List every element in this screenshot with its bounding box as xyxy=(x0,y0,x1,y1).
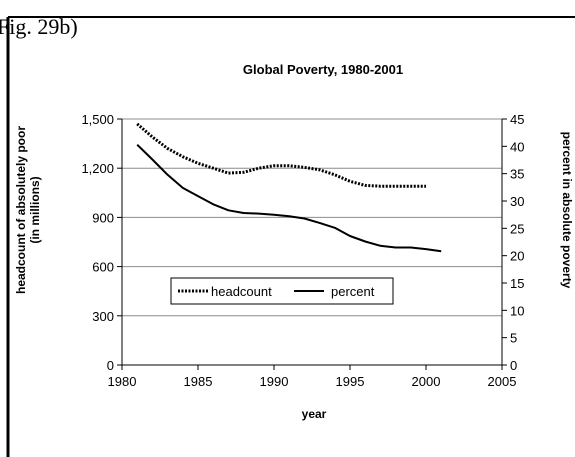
y-tick-left-label: 0 xyxy=(107,358,114,373)
y-axis-left-title-line2: (in millions) xyxy=(28,176,42,243)
y-tick-right-label: 5 xyxy=(510,331,517,346)
y-tick-right-label: 40 xyxy=(510,139,524,154)
y-tick-left-label: 300 xyxy=(92,309,114,324)
x-tick-label: 2005 xyxy=(488,374,517,389)
series-line-percent xyxy=(136,143,442,253)
y-tick-right-label: 30 xyxy=(510,194,524,209)
x-tick-label: 1980 xyxy=(108,374,137,389)
legend-label-headcount: headcount xyxy=(211,284,272,299)
figure-caption: Fig. 29b) xyxy=(0,14,78,39)
y-axis-left-title: headcount of absolutely poor (in million… xyxy=(14,126,42,294)
chart-title: Global Poverty, 1980-2001 xyxy=(243,62,403,77)
y-axis-right-title-text: percent in absolute poverty xyxy=(560,132,574,289)
x-tick-label: 2000 xyxy=(412,374,441,389)
x-tick-label: 1995 xyxy=(336,374,365,389)
y-ticks-right: 0 5 10 15 20 25 30 35 40 45 xyxy=(502,112,524,373)
y-tick-left-label: 900 xyxy=(92,210,114,225)
y-axis-left-title-line1: headcount of absolutely poor xyxy=(14,126,28,294)
y-tick-right-label: 0 xyxy=(510,358,517,373)
y-tick-left-label: 1,200 xyxy=(81,161,114,176)
y-tick-right-label: 15 xyxy=(510,276,524,291)
y-axis-right-title: percent in absolute poverty xyxy=(560,132,574,289)
legend-label-percent: percent xyxy=(331,284,375,299)
y-tick-right-label: 35 xyxy=(510,167,524,182)
y-tick-left-label: 1,500 xyxy=(81,112,114,127)
series-line-headcount xyxy=(136,122,426,188)
y-tick-right-label: 20 xyxy=(510,249,524,264)
y-tick-left-label: 600 xyxy=(92,260,114,275)
x-axis-title: year xyxy=(302,407,327,421)
series-layer xyxy=(136,122,442,253)
y-tick-right-label: 45 xyxy=(510,112,524,127)
y-ticks-left: 0 300 600 900 1,200 1,500 xyxy=(81,112,122,373)
x-tick-label: 1985 xyxy=(184,374,213,389)
x-tick-label: 1990 xyxy=(260,374,289,389)
y-tick-right-label: 10 xyxy=(510,303,524,318)
y-tick-right-label: 25 xyxy=(510,221,524,236)
legend: headcount percent xyxy=(170,277,394,305)
x-ticks: 1980 1985 1990 1995 2000 2005 xyxy=(108,365,517,389)
